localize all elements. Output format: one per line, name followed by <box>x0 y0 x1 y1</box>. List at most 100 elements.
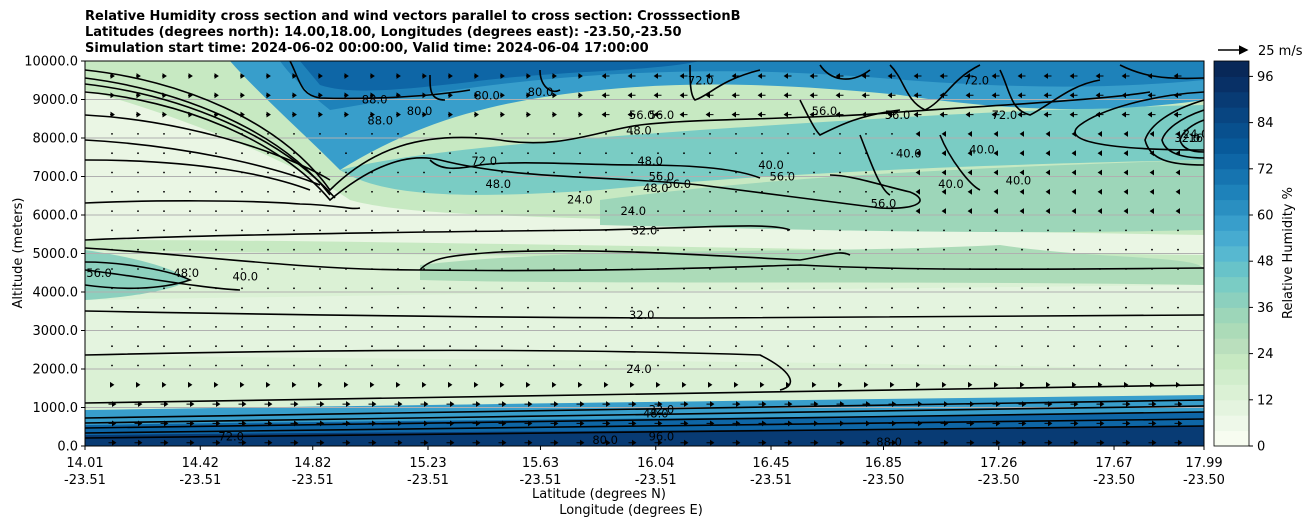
wind-vector-arrow <box>940 401 949 408</box>
wind-vector-dot <box>501 287 503 290</box>
wind-vector-dot <box>137 364 139 367</box>
wind-vector-dot <box>787 345 789 348</box>
wind-vector-dot <box>397 345 399 348</box>
wind-vector-dot <box>969 287 971 290</box>
wind-vector-dot <box>1073 268 1075 270</box>
wind-vector-dot <box>449 345 451 348</box>
wind-vector-dot <box>527 171 529 174</box>
y-tick-label: 3000.0 <box>33 324 79 339</box>
wind-vector-arrow <box>602 401 611 408</box>
colorbar-band <box>1214 292 1249 308</box>
wind-vector-arrow <box>162 111 167 118</box>
wind-vector-arrow <box>344 73 349 79</box>
wind-vector-arrow <box>812 381 817 388</box>
wind-vector-arrow <box>110 92 115 99</box>
wind-vector-arrow <box>965 92 974 99</box>
wind-vector-arrow <box>500 92 505 99</box>
wind-vector-dot <box>137 287 139 290</box>
wind-vector-dot <box>345 133 347 135</box>
wind-vector-dot <box>605 287 607 290</box>
wind-vector-arrow <box>472 420 481 427</box>
wind-vector-dot <box>293 190 295 193</box>
wind-vector-arrow <box>136 73 141 79</box>
wind-vector-arrow <box>318 73 323 79</box>
wind-vector-dot <box>1073 287 1075 290</box>
wind-vector-dot <box>1047 345 1049 348</box>
wind-vector-arrow <box>706 401 715 408</box>
wind-vector-dot <box>657 268 659 270</box>
colorbar-tick-label: 48 <box>1257 255 1274 270</box>
x-tick-lon-label: -23.51 <box>407 473 449 488</box>
contour-line <box>999 69 1101 116</box>
wind-vector-dot <box>1177 345 1179 348</box>
wind-vector-dot <box>1125 229 1127 232</box>
wind-vector-dot <box>553 287 555 290</box>
wind-vector-dot <box>709 287 711 290</box>
wind-vector-dot <box>891 364 893 367</box>
wind-vector-dot <box>631 364 633 367</box>
wind-vector-arrow <box>1069 111 1078 118</box>
wind-vector-dot <box>293 364 295 367</box>
wind-vector-dot <box>787 364 789 367</box>
wind-vector-dot <box>605 229 607 232</box>
wind-vector-dot <box>449 268 451 270</box>
wind-vector-arrow <box>913 73 922 79</box>
wind-vector-dot <box>865 306 867 309</box>
wind-vector-arrow <box>240 381 245 388</box>
wind-vector-dot <box>163 133 165 135</box>
wind-vector-arrow <box>940 420 949 427</box>
wind-vector-dot <box>709 306 711 309</box>
wind-vector-arrow <box>1123 150 1128 157</box>
wind-vector-dot <box>631 210 633 213</box>
wind-vector-dot <box>267 345 269 348</box>
wind-vector-dot <box>579 287 581 290</box>
wind-vector-dot <box>111 190 113 193</box>
wind-vector-arrow <box>370 73 375 79</box>
wind-vector-arrow <box>136 92 141 99</box>
wind-vector-dot <box>241 133 243 135</box>
wind-vector-dot <box>891 248 893 251</box>
wind-vector-dot <box>111 133 113 135</box>
wind-vector-dot <box>215 306 217 309</box>
x-tick-lat-label: 17.26 <box>980 456 1017 471</box>
wind-vector-arrow <box>783 111 792 118</box>
wind-vector-arrow <box>108 420 117 427</box>
wind-vector-arrow <box>941 150 946 157</box>
wind-vector-dot <box>579 133 581 135</box>
wind-vector-dot <box>761 229 763 232</box>
wind-vector-arrow <box>993 150 998 157</box>
wind-vector-arrow <box>682 381 687 388</box>
wind-vector-dot <box>319 152 321 155</box>
contour-label: 32.0 <box>632 223 658 237</box>
wind-vector-dot <box>657 190 659 193</box>
wind-vector-arrow <box>939 73 948 79</box>
wind-vector-dot <box>865 229 867 232</box>
x-tick-lon-label: -23.50 <box>1183 473 1225 488</box>
wind-vector-arrow <box>552 73 557 79</box>
wind-vector-arrow <box>1176 381 1181 388</box>
wind-vector-dot <box>241 306 243 309</box>
wind-vector-dot <box>215 210 217 213</box>
contour-line <box>85 200 361 210</box>
wind-vector-arrow <box>1019 188 1024 195</box>
wind-vector-dot <box>865 133 867 135</box>
wind-vector-dot <box>969 268 971 270</box>
wind-vector-dot <box>423 248 425 251</box>
wind-vector-dot <box>293 306 295 309</box>
wind-vector-arrow <box>396 73 401 79</box>
wind-vector-arrow <box>784 401 793 408</box>
wind-vector-dot <box>163 210 165 213</box>
wind-vector-arrow <box>965 111 974 118</box>
wind-vector-dot <box>709 152 711 155</box>
wind-vector-dot <box>293 268 295 270</box>
wind-vector-dot <box>189 364 191 367</box>
contour-label: 88.0 <box>876 435 902 449</box>
wind-vector-dot <box>735 287 737 290</box>
wind-vector-arrow <box>1044 420 1053 427</box>
wind-vector-dot <box>241 171 243 174</box>
title-line-1: Relative Humidity cross section and wind… <box>85 9 741 24</box>
wind-vector-dot <box>423 133 425 135</box>
wind-vector-dot <box>423 210 425 213</box>
wind-vector-arrow <box>1043 111 1052 118</box>
wind-vector-dot <box>1125 306 1127 309</box>
